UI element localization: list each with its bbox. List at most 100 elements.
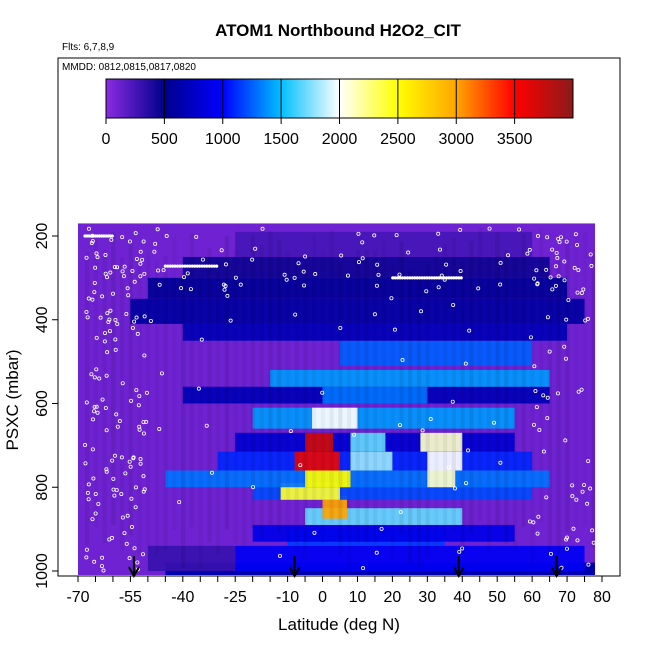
data-point: [221, 282, 226, 287]
data-point: [159, 371, 164, 376]
heatmap-column-shade: [172, 236, 176, 529]
data-point: [570, 494, 575, 499]
heatmap-column-shade: [512, 257, 518, 551]
data-point: [179, 286, 184, 291]
data-point: [110, 535, 115, 540]
heatmap-column-shade: [565, 239, 570, 533]
heatmap-band: [340, 340, 533, 366]
data-point: [556, 274, 561, 279]
data-point: [121, 274, 126, 279]
heatmap-column-shade: [434, 255, 438, 548]
data-point: [152, 249, 157, 254]
data-point: [379, 526, 384, 531]
heatmap-column-shade: [119, 257, 125, 551]
data-point: [142, 487, 147, 492]
data-point: [420, 428, 425, 433]
data-point: [535, 531, 540, 536]
data-point: [225, 293, 230, 298]
colorbar-tick-label: 500: [151, 131, 178, 148]
data-point: [100, 555, 105, 560]
data-point: [389, 296, 394, 301]
data-point: [109, 237, 114, 242]
data-point: [161, 268, 166, 273]
data-point: [253, 246, 258, 251]
x-axis-tick-label: 60: [523, 589, 541, 606]
x-axis-label: Latitude (deg N): [278, 615, 400, 634]
data-point: [132, 279, 137, 284]
heatmap-column-shade: [268, 231, 273, 525]
data-point: [127, 459, 132, 464]
data-point: [123, 471, 128, 476]
data-point: [564, 537, 569, 542]
data-point: [555, 256, 560, 261]
data-point: [85, 315, 90, 320]
heatmap-column-shade: [207, 248, 212, 542]
data-point: [458, 227, 463, 232]
data-point: [250, 257, 255, 262]
data-point: [298, 463, 303, 468]
data-point: [570, 483, 575, 488]
data-point: [130, 269, 135, 274]
data-point: [580, 489, 585, 494]
data-point: [148, 318, 153, 323]
data-point: [98, 315, 103, 320]
data-point: [163, 264, 167, 268]
data-point: [544, 495, 549, 500]
colorbar-tick-label: 3500: [497, 131, 533, 148]
data-point: [133, 231, 138, 236]
data-point: [111, 476, 116, 481]
heatmap-band: [270, 370, 550, 387]
data-point: [544, 267, 549, 272]
data-point: [126, 293, 131, 298]
heatmap-band: [252, 524, 515, 542]
data-point: [301, 269, 306, 274]
data-point: [454, 276, 458, 280]
dates-label: MMDD: 0812,0815,0817,0820: [62, 62, 196, 73]
heatmap-column-shade: [477, 227, 483, 522]
data-point: [86, 296, 91, 301]
data-point: [397, 423, 402, 428]
heatmap-column-shade: [591, 254, 596, 548]
data-point: [92, 404, 97, 409]
data-point: [113, 317, 118, 322]
data-point: [120, 235, 125, 240]
y-axis-tick-label: 800: [34, 474, 51, 501]
heatmap-column-shade: [242, 255, 247, 549]
data-point: [428, 417, 433, 422]
heatmap-column-shade: [93, 233, 98, 527]
data-point: [132, 319, 137, 324]
data-point: [585, 501, 590, 506]
heatmap-band: [312, 407, 358, 429]
data-point: [356, 260, 361, 265]
data-point: [94, 251, 99, 256]
data-point: [517, 227, 522, 232]
data-point: [105, 350, 110, 355]
data-point: [155, 227, 160, 232]
heatmap-band: [147, 277, 568, 299]
heatmap-band: [322, 386, 428, 404]
data-point: [168, 264, 172, 268]
data-point: [545, 395, 550, 400]
data-point: [425, 276, 429, 280]
data-point: [427, 276, 432, 280]
data-point: [360, 566, 365, 571]
heatmap-column-shade: [338, 261, 343, 555]
data-point: [96, 501, 101, 506]
data-point: [223, 262, 228, 267]
data-point: [175, 264, 180, 268]
heatmap-column-shade: [583, 232, 587, 525]
heatmap-column-shade: [416, 274, 422, 568]
data-point: [391, 276, 395, 280]
data-point: [392, 327, 397, 332]
data-point: [435, 276, 439, 280]
profile-markers: [128, 556, 563, 579]
heatmap-column-shade: [556, 260, 561, 554]
heatmap-column-shade: [102, 249, 107, 544]
heatmap-column-shade: [329, 230, 334, 524]
data-point: [144, 390, 149, 395]
data-point: [135, 560, 140, 565]
colorbar-tick-label: 2500: [380, 131, 416, 148]
data-point: [376, 272, 381, 277]
data-point: [108, 270, 113, 275]
